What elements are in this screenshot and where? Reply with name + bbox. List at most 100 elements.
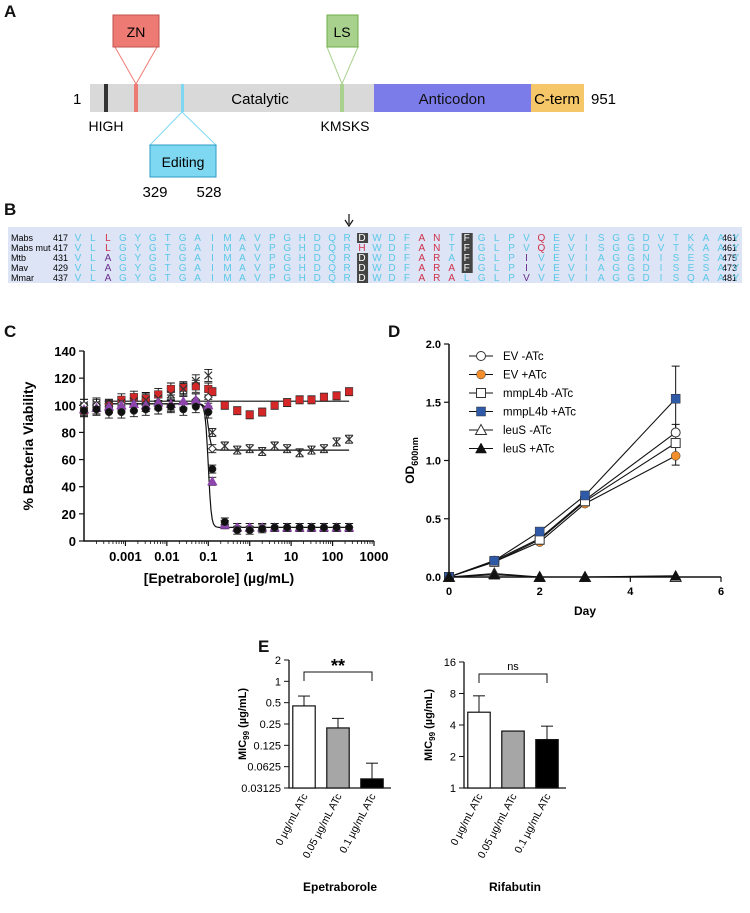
data-point	[533, 570, 546, 582]
data-point	[128, 398, 140, 408]
y-tick-label: 1.5	[426, 397, 441, 409]
alignment-residue: L	[494, 263, 500, 274]
alignment-residue: D	[314, 243, 321, 254]
error-bar	[245, 410, 254, 420]
data-point	[179, 383, 188, 392]
error-bar	[220, 520, 229, 530]
data-point	[283, 398, 292, 407]
x-axis-label: Day	[574, 604, 596, 618]
error-bar	[191, 379, 200, 393]
alignment-row-start: 417	[53, 243, 68, 253]
y-tick-label: 100	[54, 398, 76, 413]
data-point	[207, 475, 218, 486]
alignment-residue: V	[75, 243, 82, 254]
alignment-row-name: Mav	[11, 263, 29, 273]
alignment-residue: G	[478, 253, 486, 264]
alignment-residue: A	[419, 263, 426, 274]
data-point	[476, 388, 486, 398]
data-point	[179, 384, 188, 394]
axis-lines	[448, 344, 721, 578]
alignment-residue: Q	[328, 253, 336, 264]
x-tick-label: 6	[718, 586, 724, 598]
alignment-residue: W	[372, 273, 382, 284]
alignment-residue: Y	[732, 253, 739, 264]
error-bar	[129, 394, 138, 408]
alignment-residue: T	[673, 243, 679, 254]
error-bar	[80, 404, 88, 418]
error-bar	[129, 397, 138, 411]
data-point	[166, 384, 175, 394]
alignment-residue: A	[598, 263, 605, 274]
alignment-residue: K	[688, 243, 695, 254]
data-point	[307, 395, 316, 404]
data-point	[343, 522, 355, 532]
error-bar	[92, 398, 101, 412]
data-point	[191, 395, 201, 405]
x-category-label: 0.1 µg/mL ATc	[512, 792, 553, 856]
significance-label: **	[331, 656, 345, 676]
alignment-residue: I	[211, 233, 214, 244]
y-tick-label: 1.0	[426, 456, 441, 468]
alignment-residue: G	[612, 263, 620, 274]
alignment-residue: R	[343, 273, 350, 284]
alignment-residue: D	[642, 233, 649, 244]
alignment-residue: E	[553, 243, 560, 254]
alignment-residue: H	[358, 243, 365, 254]
alignment-residue: V	[568, 243, 575, 254]
data-point	[670, 438, 681, 449]
alignment-residue: D	[642, 273, 649, 284]
error-bar	[104, 398, 113, 412]
data-point	[191, 402, 200, 411]
alignment-residue: L	[494, 273, 500, 284]
alignment-residue: G	[612, 273, 620, 284]
error-bar	[117, 398, 126, 412]
error-bar	[104, 405, 113, 419]
panel-label-c: C	[4, 322, 17, 341]
axis-lines	[288, 660, 391, 789]
data-point	[245, 410, 254, 419]
alignment-residue: E	[553, 273, 560, 284]
alignment-residue: H	[299, 263, 306, 274]
data-point	[534, 526, 545, 537]
alignment-residue: G	[478, 273, 486, 284]
alignment-residue: P	[508, 263, 515, 274]
error-bar	[204, 405, 213, 419]
alignment-residue: G	[119, 263, 127, 274]
data-point	[103, 401, 115, 411]
alignment-residue: A	[703, 233, 710, 244]
alignment-residue: P	[508, 273, 515, 284]
alignment-residue: D	[388, 263, 395, 274]
alignment-residue: I	[211, 243, 214, 254]
alignment-residue: A	[419, 233, 426, 244]
data-point	[203, 399, 214, 410]
alignment-residue: A	[598, 273, 605, 284]
alignment-row-end: 461	[722, 243, 737, 253]
y-tick-label: 0.5	[266, 698, 281, 710]
error-bar	[204, 390, 213, 404]
error-bar	[191, 393, 200, 407]
alignment-residue: V	[538, 253, 545, 264]
error-bar	[332, 437, 341, 447]
error-bar	[154, 396, 163, 410]
alignment-residue: D	[642, 243, 649, 254]
y-tick-label: 0.0	[426, 572, 441, 584]
data-point	[79, 406, 89, 415]
legend-label: EV -ATc	[503, 351, 544, 363]
data-point	[233, 526, 242, 535]
error-bar	[117, 397, 126, 411]
data-point	[244, 522, 255, 532]
data-point	[319, 444, 329, 453]
legend-label: leuS -ATc	[503, 425, 552, 437]
alignment-residue: V	[75, 263, 82, 274]
error-bar	[154, 397, 163, 411]
error-bar	[117, 405, 126, 419]
alignment-residue: P	[269, 263, 276, 274]
high-label: HIGH	[89, 118, 124, 134]
error-bar	[345, 387, 354, 397]
error-bar	[295, 522, 304, 532]
data-point	[444, 572, 454, 582]
data-point	[116, 399, 126, 409]
data-point	[270, 401, 279, 410]
data-point	[331, 522, 342, 532]
